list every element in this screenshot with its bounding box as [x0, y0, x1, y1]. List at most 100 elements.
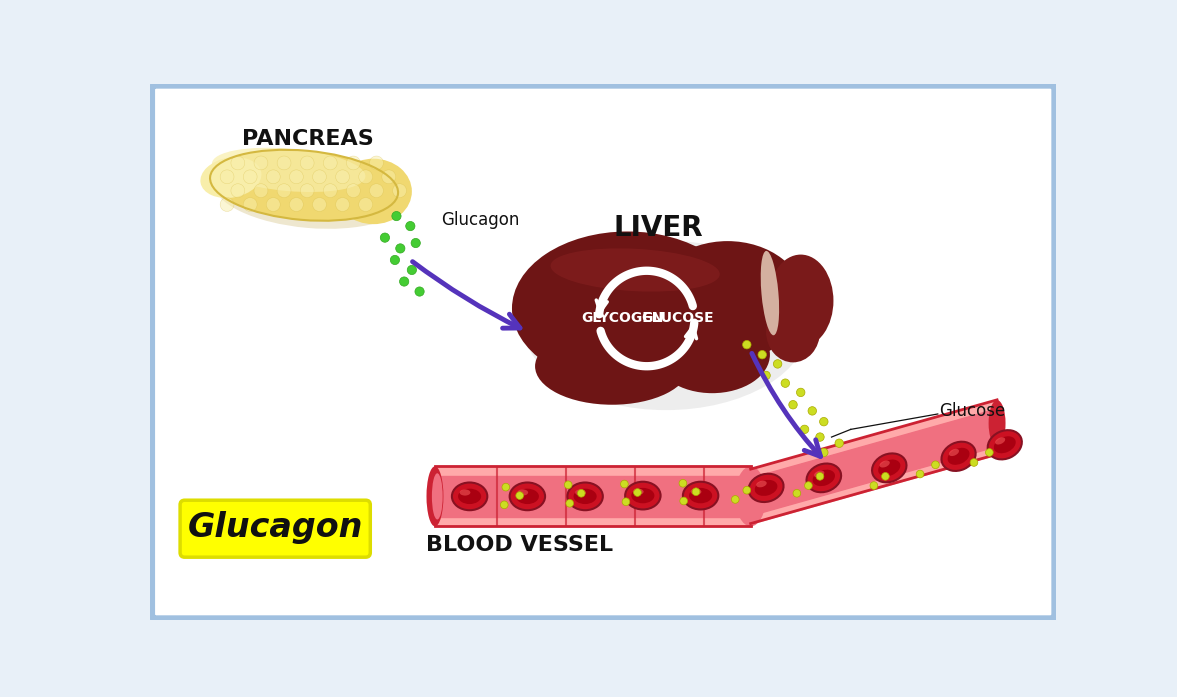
Circle shape — [882, 473, 890, 480]
Circle shape — [231, 184, 245, 198]
Circle shape — [916, 470, 924, 478]
Circle shape — [870, 482, 878, 489]
Circle shape — [277, 156, 291, 170]
Ellipse shape — [760, 251, 779, 335]
Circle shape — [266, 198, 280, 211]
Ellipse shape — [458, 489, 481, 504]
Ellipse shape — [988, 430, 1022, 459]
Ellipse shape — [633, 489, 644, 495]
Circle shape — [395, 244, 405, 253]
Circle shape — [220, 170, 234, 184]
Circle shape — [324, 156, 337, 170]
Circle shape — [793, 489, 800, 497]
Circle shape — [346, 184, 360, 198]
Circle shape — [516, 492, 524, 500]
Circle shape — [680, 497, 687, 505]
Ellipse shape — [872, 454, 906, 482]
Circle shape — [743, 487, 751, 494]
Ellipse shape — [524, 240, 809, 410]
Circle shape — [335, 198, 350, 211]
Ellipse shape — [879, 461, 890, 468]
Circle shape — [220, 198, 234, 211]
Circle shape — [313, 170, 326, 184]
Circle shape — [633, 489, 641, 496]
Circle shape — [679, 480, 686, 487]
Ellipse shape — [512, 231, 743, 385]
Circle shape — [578, 489, 585, 497]
Ellipse shape — [949, 449, 959, 456]
Circle shape — [758, 351, 766, 359]
Circle shape — [381, 170, 395, 184]
Ellipse shape — [947, 447, 970, 465]
Circle shape — [932, 461, 939, 468]
Circle shape — [623, 498, 630, 505]
Ellipse shape — [536, 328, 689, 405]
Circle shape — [324, 184, 337, 198]
Ellipse shape — [426, 466, 444, 526]
Circle shape — [393, 184, 406, 198]
Ellipse shape — [567, 482, 603, 510]
Ellipse shape — [631, 488, 654, 503]
Circle shape — [501, 483, 510, 491]
Circle shape — [231, 156, 245, 170]
Circle shape — [370, 156, 384, 170]
Circle shape — [415, 287, 424, 296]
Circle shape — [359, 198, 373, 211]
Ellipse shape — [212, 148, 365, 192]
Ellipse shape — [767, 254, 833, 347]
Circle shape — [392, 211, 401, 221]
Circle shape — [300, 184, 314, 198]
Circle shape — [313, 198, 326, 211]
Ellipse shape — [452, 482, 487, 510]
Circle shape — [985, 449, 993, 457]
Circle shape — [731, 496, 739, 503]
Circle shape — [346, 156, 360, 170]
Ellipse shape — [878, 459, 900, 476]
Text: LIVER: LIVER — [613, 213, 703, 242]
Circle shape — [254, 184, 268, 198]
Circle shape — [809, 406, 817, 415]
Circle shape — [566, 500, 573, 507]
Ellipse shape — [683, 482, 718, 510]
Circle shape — [819, 448, 829, 457]
Ellipse shape — [654, 316, 770, 393]
Ellipse shape — [766, 301, 820, 362]
Ellipse shape — [942, 442, 976, 471]
Ellipse shape — [200, 157, 261, 198]
Ellipse shape — [551, 248, 720, 291]
Ellipse shape — [691, 489, 701, 495]
Circle shape — [244, 170, 257, 184]
Ellipse shape — [518, 489, 528, 496]
Circle shape — [380, 233, 390, 243]
Ellipse shape — [573, 489, 597, 504]
Circle shape — [692, 488, 700, 496]
Text: GLUCOSE: GLUCOSE — [641, 312, 713, 325]
Ellipse shape — [459, 489, 471, 496]
Ellipse shape — [754, 480, 777, 496]
Circle shape — [819, 418, 829, 426]
Circle shape — [359, 170, 373, 184]
Ellipse shape — [806, 464, 842, 492]
Circle shape — [805, 482, 812, 489]
Ellipse shape — [749, 474, 784, 502]
Text: Glucose: Glucose — [939, 402, 1005, 420]
Ellipse shape — [651, 241, 805, 360]
Circle shape — [399, 277, 408, 286]
Ellipse shape — [995, 437, 1005, 445]
Ellipse shape — [516, 489, 539, 504]
Ellipse shape — [625, 482, 660, 510]
Circle shape — [370, 184, 384, 198]
Ellipse shape — [993, 436, 1016, 453]
Circle shape — [834, 439, 844, 447]
Circle shape — [254, 156, 268, 170]
Ellipse shape — [989, 400, 1005, 446]
Ellipse shape — [756, 481, 766, 487]
Circle shape — [620, 480, 629, 488]
Text: PANCREAS: PANCREAS — [242, 129, 374, 149]
Circle shape — [816, 473, 824, 480]
Ellipse shape — [576, 489, 586, 496]
Circle shape — [564, 481, 572, 489]
Circle shape — [500, 501, 508, 509]
Circle shape — [406, 222, 415, 231]
Circle shape — [816, 433, 824, 441]
